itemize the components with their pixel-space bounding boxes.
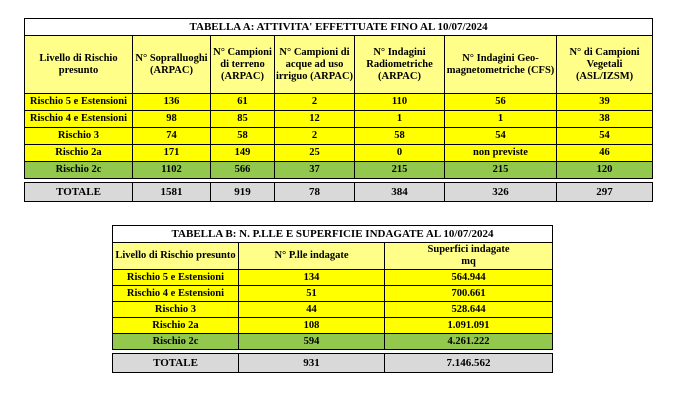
table-a-header-soil-samples: N° Campioni di terreno (ARPAC)	[210, 35, 275, 94]
table-cell: 25	[274, 144, 355, 162]
risk-level-cell: Rischio 4 e Estensioni	[24, 110, 133, 128]
table-a-header-risk-level: Livello di Rischio presunto	[24, 35, 133, 94]
table-cell: 12	[274, 110, 355, 128]
table-cell: 38	[555, 110, 654, 128]
risk-level-cell: Rischio 5 e Estensioni	[24, 93, 133, 111]
table-cell: 39	[555, 93, 654, 111]
table-cell: non previste	[444, 144, 557, 162]
table-row: Rischio 4 e Estensioni 98 85 12 1 1 38	[24, 110, 654, 128]
table-cell: 85	[210, 110, 275, 128]
table-b-header-row: Livello di Rischio presunto N° P.lle ind…	[112, 242, 553, 270]
table-b-header-plots: N° P.lle indagate	[238, 242, 385, 270]
risk-level-cell: Rischio 2a	[24, 144, 133, 162]
table-row: Rischio 2c 594 4.261.222	[112, 333, 553, 350]
risk-level-cell: Rischio 2a	[112, 317, 239, 334]
risk-level-cell: Rischio 4 e Estensioni	[112, 285, 239, 302]
table-cell: 51	[238, 285, 385, 302]
total-cell: 7.146.562	[384, 353, 553, 373]
table-cell: 215	[444, 161, 557, 179]
table-cell: 58	[210, 127, 275, 145]
total-cell: 1581	[132, 182, 211, 202]
table-cell: 2	[274, 127, 355, 145]
table-a-total-row: TOTALE 1581 919 78 384 326 297	[24, 182, 654, 202]
table-b-header-risk-level: Livello di Rischio presunto	[112, 242, 239, 270]
table-row: Rischio 3 44 528.644	[112, 301, 553, 318]
table-cell: 528.644	[384, 301, 553, 318]
table-cell: 58	[354, 127, 445, 145]
total-cell: 384	[354, 182, 445, 202]
table-cell: 98	[132, 110, 211, 128]
table-cell: 1	[354, 110, 445, 128]
risk-level-cell: Rischio 2c	[112, 333, 239, 350]
table-b-title-row: TABELLA B: N. P.LLE E SUPERFICIE INDAGAT…	[112, 225, 553, 243]
table-cell: 37	[274, 161, 355, 179]
table-a-title: TABELLA A: ATTIVITA' EFFETTUATE FINO AL …	[23, 18, 654, 36]
total-cell: 78	[274, 182, 355, 202]
table-a-header-geomagnetic: N° Indagini Geo-magnetometriche (CFS)	[444, 35, 557, 94]
table-cell: 700.661	[384, 285, 553, 302]
table-cell: 215	[354, 161, 445, 179]
table-cell: 56	[444, 93, 557, 111]
table-cell: 1.091.091	[384, 317, 553, 334]
risk-level-cell: Rischio 5 e Estensioni	[112, 269, 239, 286]
table-cell: 1	[444, 110, 557, 128]
total-cell: 326	[444, 182, 557, 202]
table-a-title-row: TABELLA A: ATTIVITA' EFFETTUATE FINO AL …	[23, 18, 654, 36]
table-cell: 110	[354, 93, 445, 111]
table-cell: 74	[132, 127, 211, 145]
table-a-header-radiometric: N° Indagini Radiometriche (ARPAC)	[354, 35, 445, 94]
table-cell: 108	[238, 317, 385, 334]
table-row: Rischio 2a 108 1.091.091	[112, 317, 553, 334]
table-cell: 2	[274, 93, 355, 111]
table-row: Rischio 3 74 58 2 58 54 54	[24, 127, 654, 145]
total-label: TOTALE	[112, 353, 239, 373]
table-cell: 54	[555, 127, 654, 145]
total-label: TOTALE	[24, 182, 133, 202]
total-cell: 931	[238, 353, 385, 373]
risk-level-cell: Rischio 3	[24, 127, 133, 145]
table-cell: 566	[210, 161, 275, 179]
table-cell: 44	[238, 301, 385, 318]
table-cell: 46	[555, 144, 654, 162]
table-b-header-surface: Superfici indagate mq	[384, 242, 553, 270]
table-cell: 4.261.222	[384, 333, 553, 350]
table-cell: 594	[238, 333, 385, 350]
risk-level-cell: Rischio 3	[112, 301, 239, 318]
table-row: Rischio 5 e Estensioni 134 564.944	[112, 269, 553, 286]
table-cell: 564.944	[384, 269, 553, 286]
table-a: TABELLA A: ATTIVITA' EFFETTUATE FINO AL …	[23, 18, 654, 202]
table-cell: 134	[238, 269, 385, 286]
table-cell: 0	[354, 144, 445, 162]
total-cell: 919	[210, 182, 275, 202]
total-cell: 297	[555, 182, 654, 202]
table-b-title: TABELLA B: N. P.LLE E SUPERFICIE INDAGAT…	[112, 225, 553, 243]
table-cell: 136	[132, 93, 211, 111]
table-cell: 1102	[132, 161, 211, 179]
table-cell: 120	[555, 161, 654, 179]
table-row: Rischio 4 e Estensioni 51 700.661	[112, 285, 553, 302]
table-row: Rischio 2c 1102 566 37 215 215 120	[24, 161, 654, 179]
risk-level-cell: Rischio 2c	[24, 161, 133, 179]
table-b: TABELLA B: N. P.LLE E SUPERFICIE INDAGAT…	[112, 225, 553, 373]
table-cell: 171	[132, 144, 211, 162]
table-row: Rischio 5 e Estensioni 136 61 2 110 56 3…	[24, 93, 654, 111]
table-a-header-row: Livello di Rischio presunto N° Sopralluo…	[24, 35, 654, 94]
table-a-header-water-samples: N° Campioni di acque ad uso irriguo (ARP…	[274, 35, 355, 94]
table-cell: 149	[210, 144, 275, 162]
table-cell: 61	[210, 93, 275, 111]
table-cell: 54	[444, 127, 557, 145]
table-row: Rischio 2a 171 149 25 0 non previste 46	[24, 144, 654, 162]
table-a-header-inspections: N° Sopralluoghi (ARPAC)	[132, 35, 211, 94]
table-b-total-row: TOTALE 931 7.146.562	[112, 353, 553, 373]
table-a-header-vegetable-samples: N° di Campioni Vegetali (ASL/IZSM)	[555, 35, 654, 94]
